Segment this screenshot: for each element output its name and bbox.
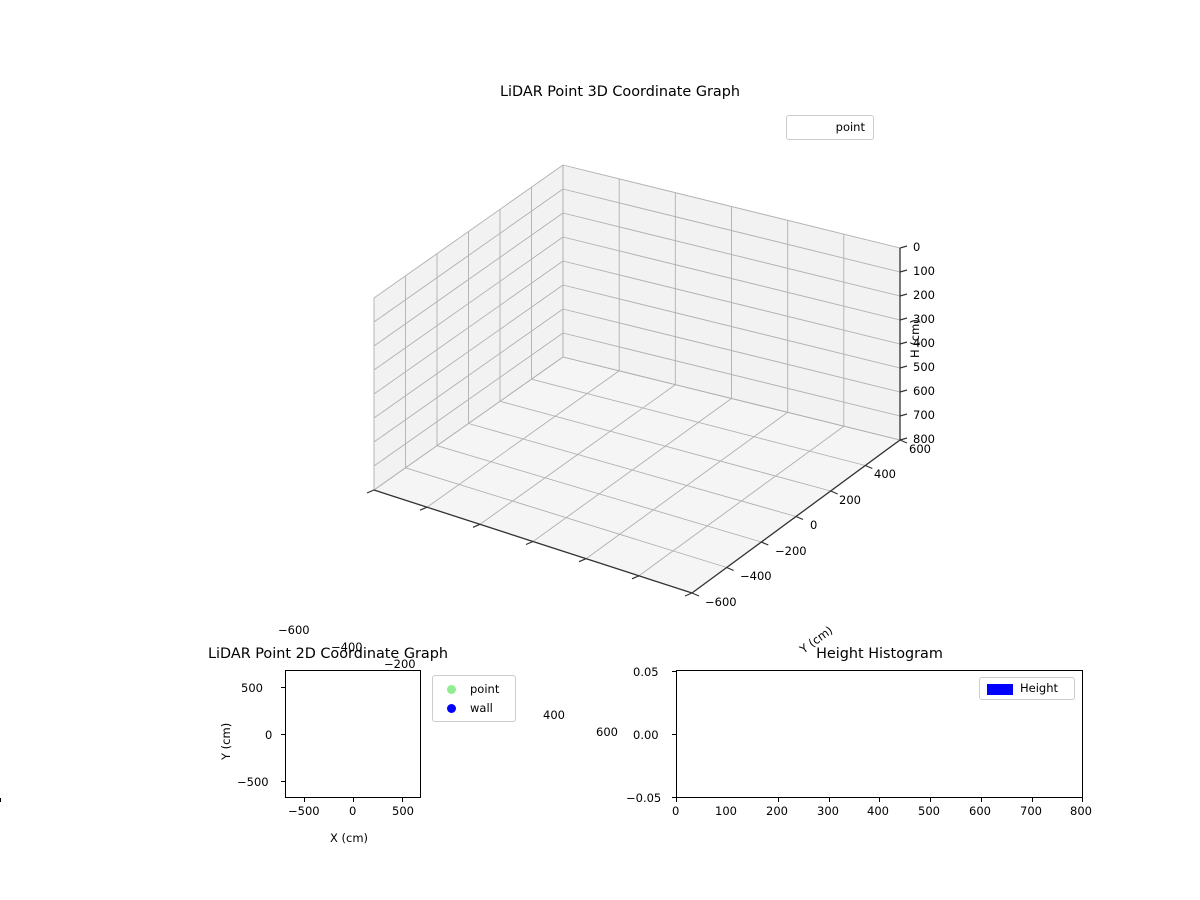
plot3d-zaxis-label: H (cm) xyxy=(908,319,922,358)
histogram-xtick-label-700: 700 xyxy=(1020,804,1042,818)
plot2d-xtick-label-0: 0 xyxy=(349,804,357,818)
plot3d-ztick-3: 300 xyxy=(913,312,935,326)
plot2d-title: LiDAR Point 2D Coordinate Graph xyxy=(208,646,448,662)
plot3d-ytick-0: −600 xyxy=(705,595,737,609)
histogram-ytick-mark-0.05 xyxy=(672,671,676,672)
plot3d-ztick-7: 700 xyxy=(913,408,935,422)
histogram-xtick-mark-0 xyxy=(676,798,677,802)
plot3d-xtick-5: 400 xyxy=(543,708,565,722)
histogram-xtick-label-800: 800 xyxy=(1070,804,1092,818)
plot3d-ztick-5: 500 xyxy=(913,360,935,374)
plot2d-ytick-mark-neg500 xyxy=(281,781,285,782)
histogram-xtick-mark-300 xyxy=(829,798,830,802)
histogram-xtick-mark-400 xyxy=(879,798,880,802)
plot3d-ytick-5: 400 xyxy=(874,467,896,481)
plot2d-legend-label-wall: wall xyxy=(470,701,493,715)
plot3d-legend[interactable]: point xyxy=(786,115,874,140)
plot3d-xtick-1: −400 xyxy=(331,640,363,654)
histogram-xtick-mark-800 xyxy=(1082,798,1083,802)
histogram-xtick-mark-200 xyxy=(778,798,779,802)
plot2d-legend-marker-point xyxy=(447,685,456,694)
plot2d-xtick-mark-0 xyxy=(353,798,354,802)
plot2d-xtick-label-neg500: −500 xyxy=(288,804,320,818)
histogram-xtick-mark-700 xyxy=(1032,798,1033,802)
plot3d-ztick-1: 100 xyxy=(913,264,935,278)
plot2d-xtick-mark-500 xyxy=(402,798,403,802)
histogram-xtick-label-600: 600 xyxy=(969,804,991,818)
plot3d-xtick-6: 600 xyxy=(596,725,618,739)
histogram-legend[interactable]: Height xyxy=(979,677,1075,700)
histogram-xtick-label-300: 300 xyxy=(817,804,839,818)
plot2d-ytick-label-0: 0 xyxy=(265,728,273,742)
plot3d-axes[interactable]: −600 −400 −200 0 200 400 600 −600 −400 −… xyxy=(278,110,940,739)
plot2d-ytick-label-neg500: −500 xyxy=(237,775,269,789)
plot2d-ytick-mark-500 xyxy=(281,687,285,688)
histogram-ytick-label-0.05: 0.05 xyxy=(633,665,659,679)
histogram-xtick-mark-600 xyxy=(981,798,982,802)
plot2d-ytick-mark-0 xyxy=(281,734,285,735)
plot2d-legend-marker-wall xyxy=(447,704,456,713)
plot3d-title: LiDAR Point 3D Coordinate Graph xyxy=(500,84,740,100)
plot3d-ticks xyxy=(366,245,908,597)
plot3d-ytick-4: 200 xyxy=(839,493,861,507)
histogram-ytick-mark-0.00 xyxy=(672,734,676,735)
histogram-ytick-label-0.00: 0.00 xyxy=(633,728,659,742)
histogram-xtick-mark-100 xyxy=(0,798,1,802)
plot3d-ztick-0: 0 xyxy=(913,240,921,254)
plot3d-ytick-3: 0 xyxy=(810,518,818,532)
plot2d-legend[interactable]: point wall xyxy=(432,675,516,722)
histogram-title: Height Histogram xyxy=(816,646,943,662)
plot2d-legend-label-point: point xyxy=(470,682,500,696)
plot3d-canvas xyxy=(366,164,908,597)
histogram-legend-patch-height xyxy=(987,684,1013,695)
histogram-xtick-label-100: 100 xyxy=(715,804,737,818)
histogram-xtick-label-500: 500 xyxy=(918,804,940,818)
plot2d-legend-entry-wall[interactable]: wall xyxy=(433,699,515,719)
plot3d-legend-label-point: point xyxy=(835,120,865,134)
plot2d-xtick-mark-neg500 xyxy=(304,798,305,802)
plot2d-xtick-label-500: 500 xyxy=(392,804,414,818)
plot2d-xaxis-label: X (cm) xyxy=(330,831,369,845)
plot3d-ytick-6: 600 xyxy=(909,442,931,456)
histogram-ytick-label-neg0.05: −0.05 xyxy=(626,791,662,805)
histogram-xtick-mark-500 xyxy=(930,798,931,802)
plot3d-xtick-0: −600 xyxy=(278,623,310,637)
plot2d-axes[interactable] xyxy=(285,670,421,798)
plot3d-ytick-1: −400 xyxy=(740,569,772,583)
plot3d-ztick-4: 400 xyxy=(913,336,935,350)
histogram-ytick-mark-neg0.05 xyxy=(672,797,676,798)
plot2d-legend-entry-point[interactable]: point xyxy=(433,680,515,700)
plot3d-grid xyxy=(373,164,901,594)
plot3d-ztick-2: 200 xyxy=(913,288,935,302)
histogram-xtick-label-400: 400 xyxy=(867,804,889,818)
plot3d-ztick-8: 800 xyxy=(913,432,935,446)
histogram-legend-label-height: Height xyxy=(1020,681,1059,695)
plot3d-ytick-2: −200 xyxy=(775,544,807,558)
histogram-xtick-label-200: 200 xyxy=(766,804,788,818)
plot3d-xtick-2: −200 xyxy=(384,657,416,671)
plot3d-ztick-6: 600 xyxy=(913,384,935,398)
histogram-xtick-label-0: 0 xyxy=(672,804,680,818)
plot2d-yaxis-label: Y (cm) xyxy=(219,722,233,760)
plot2d-ytick-label-500: 500 xyxy=(241,681,263,695)
